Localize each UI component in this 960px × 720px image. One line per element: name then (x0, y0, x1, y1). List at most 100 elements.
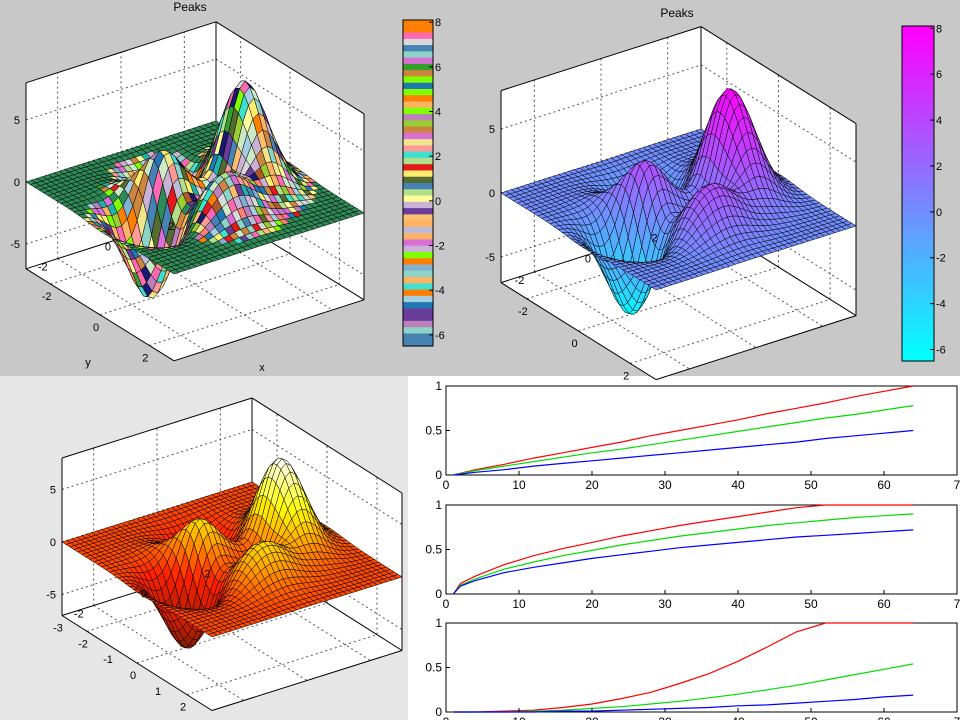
colorbar-swatch (403, 157, 433, 165)
colorbar-swatch (902, 76, 934, 83)
colorbar-swatch (403, 63, 433, 71)
colorbar-swatch (902, 243, 934, 250)
colorbar-swatch (403, 314, 433, 322)
colorbar-swatch (403, 195, 433, 203)
colorbar-swatch (902, 249, 934, 256)
colorbar-random: 8 6 4 2 0 -2 -4 -6 (402, 17, 445, 347)
colorbar-tick-label: 2 (936, 161, 942, 173)
colorbar-swatch (902, 176, 934, 183)
colorbar-swatch (403, 82, 433, 90)
colorbar-tick-label: -6 (936, 345, 946, 357)
x-tick-label: 2 (180, 702, 186, 714)
colorbar-swatch (902, 53, 934, 61)
colorbar-swatch (403, 76, 433, 84)
colorbar-swatch (902, 344, 934, 351)
colorbar-swatch (902, 187, 934, 195)
colorbar-swatch (902, 70, 934, 77)
colorbar-swatch (902, 305, 934, 312)
colorbar-swatch (403, 101, 433, 109)
colorbar-swatch (403, 107, 433, 115)
x-axis-label: x (259, 362, 265, 374)
colorbar-swatch (902, 65, 934, 72)
colorbar-tick-label: 0 (936, 207, 942, 219)
colorbar-swatch (403, 201, 433, 209)
x-tick-label: 30 (658, 478, 672, 492)
y-tick-label: 0.5 (425, 661, 442, 675)
x-tick-label: 40 (731, 715, 745, 720)
colorbar-swatch (902, 26, 934, 33)
colorbar-swatch (403, 20, 433, 27)
colorbar-swatch (403, 126, 433, 134)
colorbar-tick-label: -6 (435, 330, 445, 342)
x-tick-label: 0 (93, 322, 99, 334)
colorbar-tick-label: 8 (435, 17, 441, 29)
x-tick-label: 20 (585, 715, 599, 720)
surface-title: Peaks (660, 6, 693, 20)
colorbar-swatch (902, 137, 934, 144)
colorbar-swatch (902, 271, 934, 278)
x-tick-label: -2 (42, 291, 52, 303)
y-tick-label: 0 (435, 705, 442, 719)
x-tick-label: 0 (443, 478, 450, 492)
z-tick-label: 5 (489, 124, 495, 136)
colorbar-swatch (902, 199, 934, 206)
x-tick-label: 0 (571, 338, 577, 350)
colorbar-swatch (403, 245, 433, 253)
colorbar-swatch (902, 277, 934, 284)
x-tick-label: -3 (53, 623, 63, 635)
colorbar-swatch (403, 26, 433, 34)
colorbar-swatch (403, 277, 433, 284)
x-tick-label: 20 (585, 597, 599, 611)
y-tick-label: 0 (141, 589, 147, 601)
y-tick-label: 0 (435, 468, 442, 482)
colorbar-swatch (902, 148, 934, 156)
colorbar-swatch (902, 93, 934, 100)
colorbar-swatch (902, 98, 934, 105)
colorbar-tick-label: 8 (936, 23, 942, 35)
colorbar-swatch (902, 327, 934, 334)
colorbar-swatch (403, 258, 433, 266)
z-tick-label: -5 (10, 239, 20, 251)
plot-area (445, 385, 958, 476)
y-tick-label: 0 (585, 254, 591, 266)
colorbar-swatch (902, 349, 934, 357)
y-tick-label: 1 (435, 616, 442, 630)
colorbar-swatch (403, 51, 433, 59)
x-tick-label: 50 (804, 715, 818, 720)
y-tick-label: -2 (74, 609, 84, 621)
colorbar-swatch (902, 210, 934, 217)
y-tick-label: -2 (38, 262, 48, 274)
colorbar-tick-label: -2 (936, 253, 946, 265)
colorbar-swatch (403, 32, 433, 40)
colorbar-swatch (403, 339, 433, 347)
colorbar-swatch (403, 145, 433, 153)
x-tick-label: 20 (585, 478, 599, 492)
colorbar-swatch (902, 288, 934, 295)
colorbar-swatch (403, 320, 433, 328)
colorbar-swatch (902, 232, 934, 239)
colorbar-swatch (902, 154, 934, 161)
colorbar-tick-label: 6 (936, 69, 942, 81)
y-tick-label: 1 (435, 498, 442, 512)
y-tick-label: -2 (515, 275, 525, 287)
colorbar-swatch (403, 70, 433, 78)
x-tick-label: 2 (142, 352, 148, 364)
colorbar-swatch (902, 37, 934, 44)
colorbar-swatch (902, 120, 934, 128)
colorbar-swatch (403, 214, 433, 222)
colorbar-swatch (902, 31, 934, 38)
y-tick-label: 2 (168, 221, 174, 233)
y-tick-label: 0 (435, 587, 442, 601)
x-tick-label: 2 (623, 370, 629, 382)
colorbar-swatch (403, 233, 433, 241)
x-tick-label: 7 (954, 715, 960, 720)
colorbar-swatch (403, 283, 433, 291)
colorbar-swatch (902, 215, 934, 223)
colorbar-swatch (403, 220, 433, 228)
colorbar-tick-label: 4 (435, 107, 441, 119)
x-tick-label: 30 (658, 715, 672, 720)
line-plot-linear: 0 10 20 30 40 50 60 7 1 0.5 0 (425, 379, 960, 492)
z-tick-label: 0 (14, 177, 20, 189)
x-tick-label: 7 (954, 597, 960, 611)
colorbar-swatch (403, 45, 433, 52)
